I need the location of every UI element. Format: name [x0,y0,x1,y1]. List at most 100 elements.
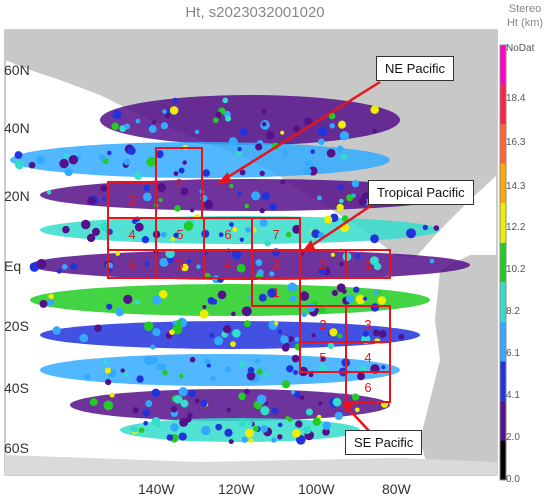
cloud-dot [370,105,379,114]
lon-label-140w: 140W [138,481,175,497]
cloud-dot [267,288,277,298]
cloud-dot [277,434,283,440]
cloud-dot [305,408,313,416]
cloud-dot [181,263,189,272]
cloud-dot [103,400,114,411]
cloud-dot [182,160,187,165]
cloud-dot [248,438,254,444]
cloud-dot [433,225,440,231]
cloud-dot [166,434,174,441]
cloud-dot [56,268,62,274]
cloud-dot [28,161,36,169]
cloud-dot [36,155,46,165]
cloud-dot [306,303,316,312]
cloud-dot [157,182,167,193]
cloud-dot [336,203,344,212]
cloud-dot [259,170,265,177]
cloud-dot [189,356,196,363]
cloud-dot [316,195,322,201]
cloud-dot [287,417,293,423]
cloud-dot [152,120,157,125]
cloud-dot [62,225,70,234]
cloud-dot [115,251,120,256]
analysis-boxes: 3 2 4 5 6 7 6 5 4 3 2 1 1 2 3 5 4 6 [107,147,391,403]
cloud-dot [14,159,25,170]
cloud-dot [247,366,255,374]
cloud-dot [264,240,271,247]
cloud-dot [301,311,307,318]
cloud-dot [280,335,289,344]
cloud-dot [237,191,242,196]
south-america-land [420,255,497,475]
cloud-dot [238,419,247,427]
cloud-dot [79,333,89,343]
cloud-dot [256,368,263,375]
cloud-dot [287,282,298,292]
cloud-dot [245,428,254,438]
lat-label-60n: 60N [4,62,30,78]
cloud-dot [243,388,250,395]
cloud-dot [354,407,360,413]
analysis-box-label: 6 [364,380,371,395]
cloud-dot [337,184,345,191]
antarctica-land [5,455,497,475]
analysis-box-label: 6 [128,257,135,272]
colorbar-label-8-2: 8.2 [506,306,520,317]
cloud-swath [30,250,470,280]
cloud-dot [294,336,300,342]
cloud-dot [149,356,158,365]
cloud-dot [256,394,267,405]
cloud-dot [173,394,183,404]
cloud-dot [115,307,124,317]
cloud-dot [206,363,211,368]
colorbar-segment [500,163,506,204]
arrow-tropical-pacific [304,203,373,252]
colorbar-label-0-0: 0.0 [506,474,520,485]
cloud-dot [281,380,291,389]
cloud-dot [109,392,115,398]
lon-label-120w: 120W [218,481,255,497]
cloud-dot [331,289,338,297]
cloud-dot [312,417,321,426]
cloud-dot [259,218,268,227]
cloud-dot [293,370,298,375]
cloud-dot [231,311,236,317]
cloud-dot [277,422,283,428]
cloud-dot [229,184,234,189]
cloud-dot [63,152,69,158]
cloud-dot [257,269,264,276]
cloud-dot [236,263,246,273]
cloud-dot [36,258,47,269]
colorbar-segment [500,282,506,322]
cloud-dot [264,372,269,378]
cloud-dot [303,167,312,176]
cloud-dot [330,252,335,257]
cloud-dot [138,427,145,433]
cloud-dot [345,294,355,303]
colorbar-label-18-4: 18.4 [506,93,526,104]
cloud-dot [271,437,277,443]
cloud-dot [166,256,174,264]
cloud-dot [94,324,102,333]
colorbar-title: Stereo Ht (km) [500,2,550,30]
colorbar-segment [500,321,506,362]
cloud-dot [152,295,162,305]
arrow-ne-pacific [219,80,381,184]
cloud-dot [212,117,219,124]
cloud-dot [261,192,271,201]
analysis-box-label: 1 [364,257,371,272]
cloud-dot [187,259,192,264]
cloud-dot [381,365,386,370]
colorbar-label-nodat: NoDat [506,43,535,54]
cloud-dot [340,153,348,160]
cloud-dot [86,233,96,243]
lat-label-40n: 40N [4,120,30,136]
cloud-dot [142,192,152,202]
cloud-dot [277,329,283,334]
colorbar-segment [500,242,506,283]
callout-se-pacific: SE Pacific [345,430,423,455]
cloud-dot [353,286,360,293]
cloud-dot [255,143,263,151]
cloud-dot [102,359,108,365]
